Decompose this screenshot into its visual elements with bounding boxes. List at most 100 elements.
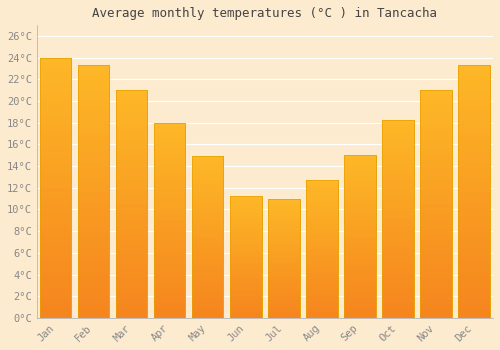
Bar bbox=[154, 181, 186, 185]
Bar bbox=[154, 283, 186, 287]
Bar bbox=[78, 131, 110, 136]
Bar bbox=[40, 266, 72, 271]
Bar bbox=[420, 186, 452, 190]
Bar bbox=[382, 219, 414, 223]
Bar bbox=[268, 315, 300, 318]
Bar bbox=[382, 234, 414, 239]
Bar bbox=[344, 230, 376, 233]
Bar bbox=[40, 234, 72, 240]
Bar bbox=[116, 240, 148, 245]
Bar bbox=[306, 254, 338, 257]
Bar bbox=[344, 194, 376, 198]
Bar bbox=[344, 155, 376, 318]
Bar bbox=[420, 159, 452, 163]
Bar bbox=[78, 308, 110, 313]
Bar bbox=[306, 263, 338, 266]
Bar bbox=[116, 95, 148, 99]
Bar bbox=[116, 168, 148, 172]
Bar bbox=[78, 242, 110, 247]
Bar bbox=[344, 237, 376, 240]
Bar bbox=[230, 296, 262, 299]
Bar bbox=[230, 245, 262, 247]
Bar bbox=[382, 155, 414, 159]
Bar bbox=[420, 250, 452, 254]
Bar bbox=[230, 274, 262, 276]
Bar bbox=[116, 218, 148, 222]
Bar bbox=[116, 263, 148, 268]
Bar bbox=[154, 267, 186, 271]
Bar bbox=[344, 220, 376, 224]
Bar bbox=[116, 204, 148, 209]
Bar bbox=[420, 90, 452, 95]
Bar bbox=[40, 261, 72, 266]
Bar bbox=[420, 268, 452, 272]
Bar bbox=[344, 305, 376, 308]
Bar bbox=[344, 253, 376, 256]
Bar bbox=[116, 145, 148, 149]
Bar bbox=[458, 308, 490, 313]
Bar bbox=[268, 311, 300, 313]
Bar bbox=[420, 90, 452, 318]
Bar bbox=[116, 172, 148, 177]
Bar bbox=[116, 231, 148, 236]
Bar bbox=[154, 252, 186, 255]
Bar bbox=[382, 294, 414, 298]
Bar bbox=[154, 228, 186, 232]
Bar bbox=[344, 172, 376, 175]
Bar bbox=[306, 268, 338, 271]
Bar bbox=[116, 300, 148, 304]
Bar bbox=[116, 186, 148, 190]
Bar bbox=[230, 226, 262, 228]
Bar bbox=[420, 281, 452, 286]
Bar bbox=[40, 203, 72, 209]
Bar bbox=[116, 122, 148, 127]
Bar bbox=[344, 233, 376, 237]
Bar bbox=[420, 304, 452, 309]
Bar bbox=[382, 270, 414, 274]
Bar bbox=[116, 190, 148, 195]
Bar bbox=[154, 123, 186, 318]
Bar bbox=[344, 224, 376, 227]
Bar bbox=[78, 96, 110, 101]
Bar bbox=[40, 302, 72, 307]
Bar bbox=[116, 177, 148, 181]
Bar bbox=[116, 163, 148, 168]
Bar bbox=[40, 188, 72, 193]
Bar bbox=[268, 227, 300, 230]
Bar bbox=[382, 195, 414, 199]
Bar bbox=[192, 263, 224, 266]
Bar bbox=[268, 285, 300, 287]
Bar bbox=[230, 223, 262, 226]
Bar bbox=[116, 290, 148, 295]
Bar bbox=[230, 286, 262, 289]
Bar bbox=[268, 303, 300, 306]
Bar bbox=[268, 249, 300, 251]
Bar bbox=[116, 213, 148, 218]
Bar bbox=[268, 277, 300, 280]
Bar bbox=[40, 256, 72, 261]
Bar bbox=[420, 259, 452, 263]
Bar bbox=[154, 248, 186, 252]
Bar bbox=[230, 196, 262, 199]
Bar bbox=[268, 220, 300, 223]
Bar bbox=[344, 159, 376, 162]
Bar bbox=[78, 106, 110, 111]
Bar bbox=[268, 306, 300, 308]
Bar bbox=[40, 125, 72, 131]
Bar bbox=[420, 136, 452, 140]
Bar bbox=[458, 217, 490, 222]
Bar bbox=[382, 262, 414, 266]
Bar bbox=[116, 286, 148, 290]
Bar bbox=[78, 293, 110, 297]
Bar bbox=[458, 227, 490, 232]
Bar bbox=[40, 58, 72, 318]
Bar bbox=[382, 215, 414, 219]
Bar bbox=[382, 163, 414, 167]
Bar bbox=[230, 269, 262, 272]
Bar bbox=[344, 165, 376, 168]
Bar bbox=[458, 267, 490, 272]
Bar bbox=[154, 224, 186, 228]
Bar bbox=[268, 251, 300, 253]
Bar bbox=[344, 298, 376, 302]
Bar bbox=[40, 177, 72, 183]
